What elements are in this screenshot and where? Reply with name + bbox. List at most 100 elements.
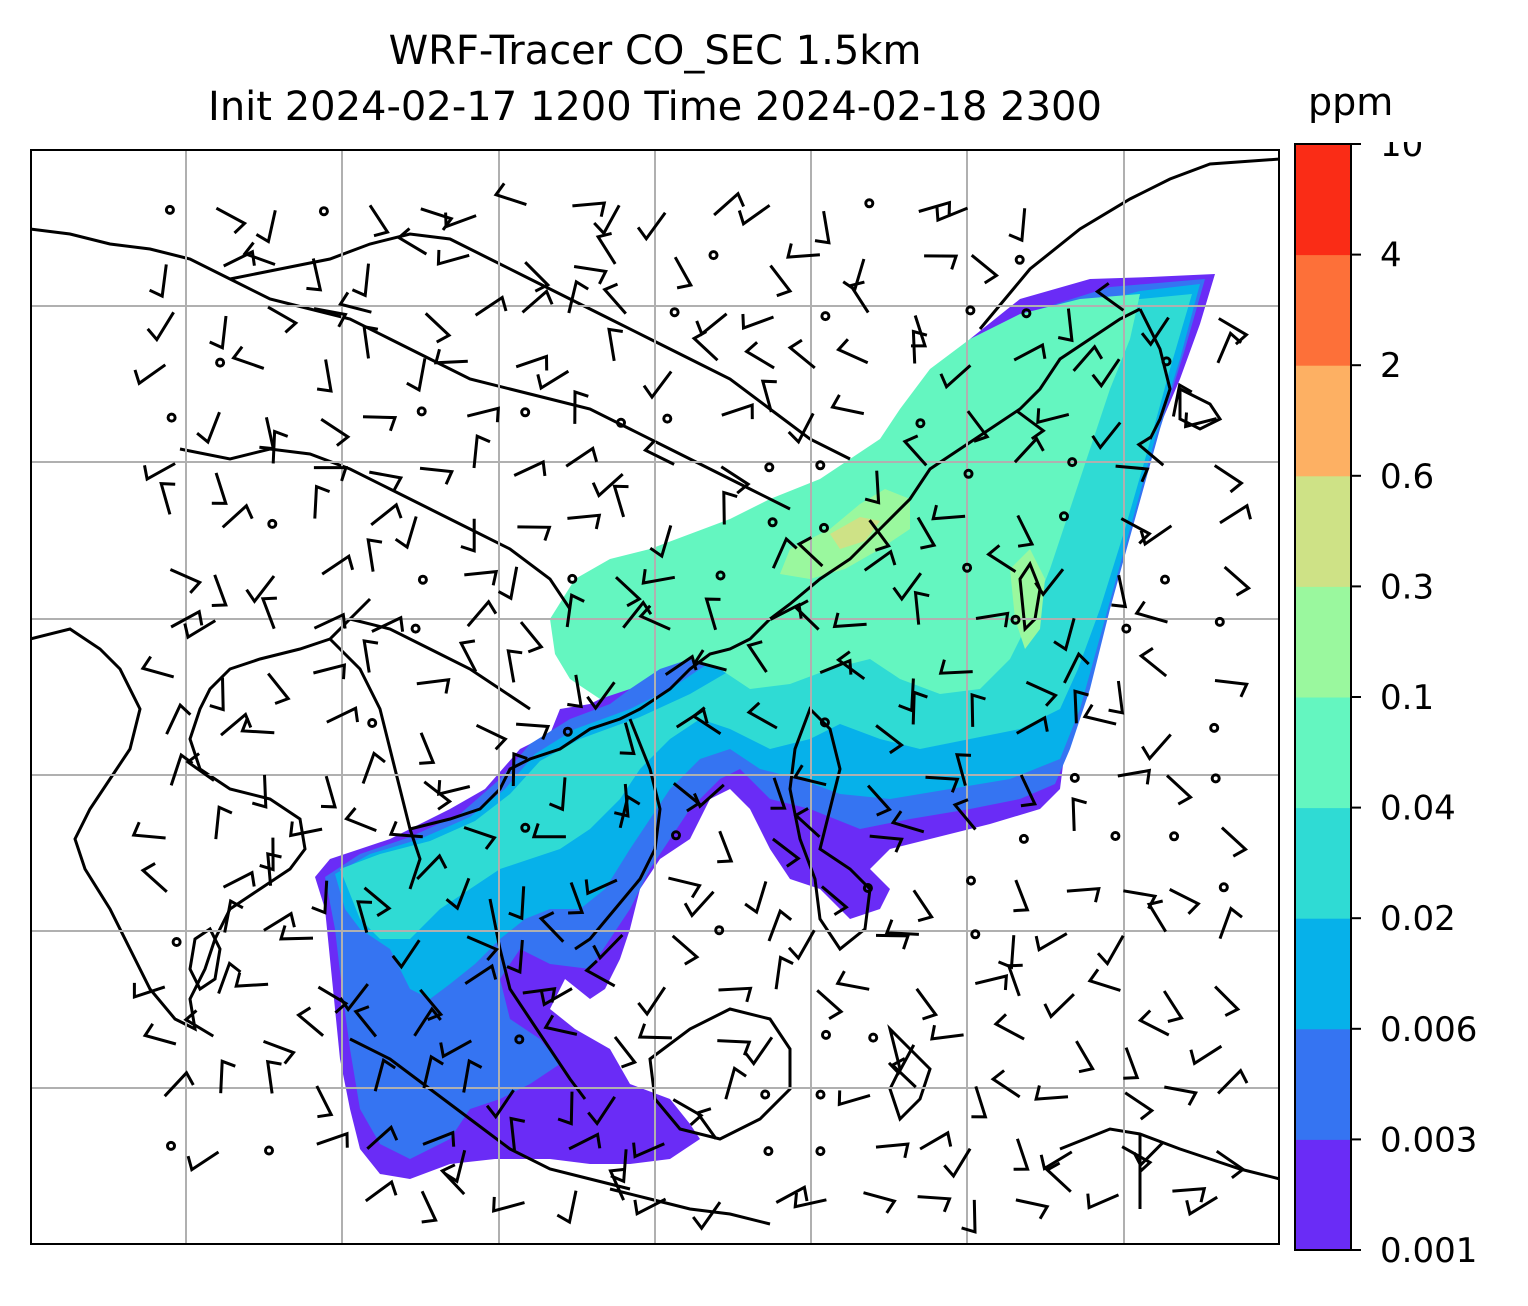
wind-barb xyxy=(584,959,616,988)
calm-wind-marker xyxy=(915,418,926,429)
wind-barb xyxy=(1139,524,1173,547)
wind-barb xyxy=(1082,703,1117,726)
wind-barb xyxy=(931,504,966,521)
wind-barb xyxy=(642,370,673,400)
calm-wind-marker xyxy=(166,412,177,423)
wind-barb xyxy=(986,544,1017,573)
calm-wind-marker xyxy=(215,357,226,368)
wind-barb xyxy=(474,295,508,317)
wind-barb xyxy=(1043,993,1075,1020)
wind-barb xyxy=(664,654,698,676)
wind-barb xyxy=(863,1191,897,1214)
wind-barb xyxy=(612,484,629,518)
colorbar-unit: ppm xyxy=(1308,80,1394,124)
wind-barb xyxy=(339,983,369,1012)
wind-barb xyxy=(568,881,585,915)
wind-barb xyxy=(1132,1141,1165,1168)
wind-barb xyxy=(466,599,498,628)
wind-barb xyxy=(321,553,355,576)
wind-barb xyxy=(1015,715,1049,735)
wind-barb xyxy=(146,311,175,343)
wind-barb xyxy=(1034,568,1065,597)
border-mongolia xyxy=(229,232,851,461)
wind-barb xyxy=(866,784,893,817)
wind-barb xyxy=(1036,408,1070,425)
wind-barb xyxy=(1094,282,1125,312)
calm-wind-marker xyxy=(520,822,531,833)
wind-barb xyxy=(424,312,452,344)
coast-indochina xyxy=(409,307,1141,831)
wind-barb xyxy=(221,503,254,529)
wind-barb xyxy=(1087,968,1121,992)
calm-wind-marker xyxy=(714,925,725,936)
wind-barb xyxy=(1134,600,1168,624)
wind-barb xyxy=(744,341,775,370)
wind-barb xyxy=(296,1006,325,1037)
wind-barb xyxy=(713,191,745,217)
wind-barb xyxy=(536,369,570,391)
wind-barb xyxy=(586,681,616,711)
wind-barb xyxy=(240,717,275,735)
wind-barb xyxy=(1216,330,1243,364)
wind-barb xyxy=(263,911,296,932)
wind-barb xyxy=(509,1116,526,1151)
calm-wind-marker xyxy=(514,1034,525,1045)
wind-barb xyxy=(890,810,925,834)
wind-barb xyxy=(1044,1161,1072,1193)
wind-barb xyxy=(890,1057,917,1089)
wind-barb xyxy=(925,775,960,793)
wind-barb xyxy=(1146,899,1167,933)
wind-barb xyxy=(793,807,821,838)
wind-barb xyxy=(416,853,448,880)
plume-level-0.1b xyxy=(1010,549,1045,649)
wind-barb xyxy=(311,880,329,915)
calm-wind-marker xyxy=(966,875,976,886)
wind-barb xyxy=(760,379,777,413)
wind-barb xyxy=(717,830,734,864)
wind-barb xyxy=(1189,1044,1223,1066)
wind-barb xyxy=(255,209,277,244)
wind-barb xyxy=(288,821,323,838)
wind-barb xyxy=(460,518,476,553)
wind-barb xyxy=(1141,733,1172,762)
wind-barb xyxy=(1137,1009,1170,1037)
colorbar-segment xyxy=(1295,807,1351,919)
wind-barb xyxy=(683,890,715,919)
wind-barb xyxy=(278,925,314,941)
wind-barb xyxy=(693,649,727,672)
wind-barb xyxy=(316,359,333,393)
wind-barb xyxy=(796,536,824,568)
wind-barb xyxy=(320,418,351,447)
calm-wind-marker xyxy=(171,937,182,947)
calm-wind-marker xyxy=(1160,574,1170,585)
colorbar-segment xyxy=(1295,918,1351,1030)
wind-barb xyxy=(493,182,527,207)
calm-wind-marker xyxy=(318,206,329,217)
wind-barb xyxy=(1066,886,1101,903)
wind-barb xyxy=(506,939,524,975)
wind-barb xyxy=(875,1142,910,1159)
wind-barb xyxy=(1019,774,1038,808)
wind-barb xyxy=(306,258,323,292)
wind-barb xyxy=(1075,1040,1095,1074)
wind-barb xyxy=(1171,382,1193,417)
calm-wind-marker xyxy=(662,413,673,424)
wind-barb xyxy=(737,204,771,227)
wind-barb xyxy=(183,1009,215,1038)
wind-barb xyxy=(917,1195,952,1213)
calm-wind-marker xyxy=(963,468,974,479)
wind-barb xyxy=(419,988,444,1021)
wind-barb xyxy=(918,200,952,217)
wind-barb xyxy=(632,1142,665,1159)
wind-barb xyxy=(704,597,721,631)
wind-barb xyxy=(1013,879,1030,913)
calm-wind-marker xyxy=(367,718,378,728)
wind-barb xyxy=(622,600,653,629)
wind-barb xyxy=(524,261,551,293)
wind-barb xyxy=(787,929,816,961)
wind-barb xyxy=(691,706,722,736)
wind-barb xyxy=(902,434,928,467)
wind-barb xyxy=(717,1039,752,1056)
wind-barb xyxy=(439,1039,473,1059)
calm-wind-marker xyxy=(616,417,626,428)
